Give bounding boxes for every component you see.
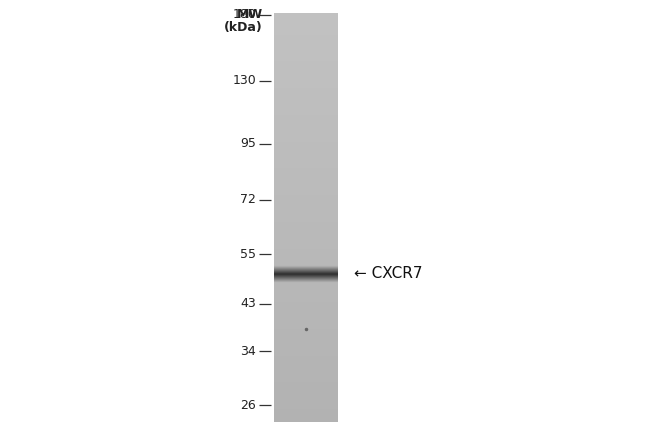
Text: 130: 130 bbox=[233, 74, 256, 87]
Text: 72: 72 bbox=[240, 193, 256, 207]
Text: (kDa): (kDa) bbox=[224, 21, 263, 34]
Text: 180: 180 bbox=[232, 9, 256, 21]
Text: 55: 55 bbox=[240, 248, 256, 261]
Text: 95: 95 bbox=[240, 138, 256, 150]
Text: 26: 26 bbox=[240, 399, 256, 412]
Text: 34: 34 bbox=[240, 345, 256, 358]
Text: MW: MW bbox=[237, 8, 263, 21]
Text: 43: 43 bbox=[240, 297, 256, 311]
Text: ← CXCR7: ← CXCR7 bbox=[354, 266, 422, 281]
